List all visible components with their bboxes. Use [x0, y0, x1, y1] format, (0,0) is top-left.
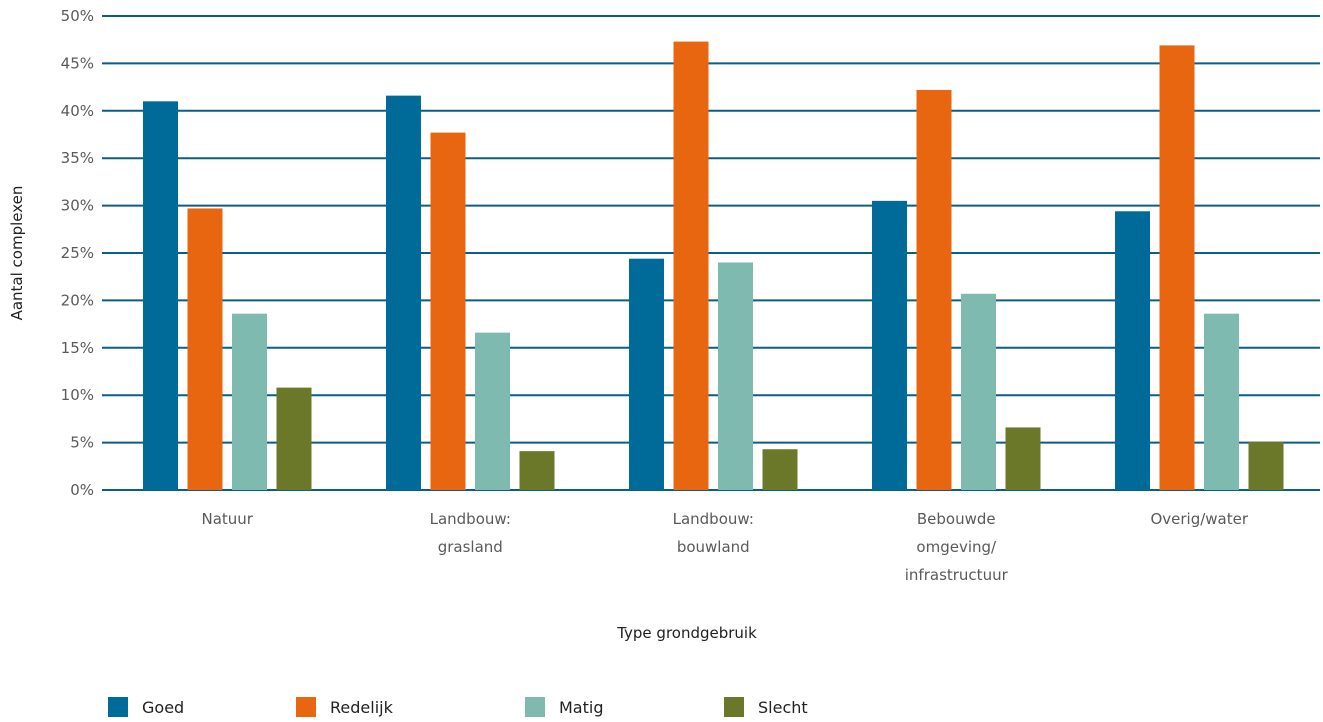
bar-slecht-2 [762, 449, 798, 490]
x-category-label: bouwland [677, 538, 750, 556]
bar-matig-4 [1204, 313, 1239, 490]
bar-slecht-0 [276, 387, 312, 490]
legend-swatch-redelijk [296, 697, 316, 717]
legend-label-slecht: Slecht [758, 698, 808, 717]
legend-label-goed: Goed [142, 698, 184, 717]
bar-goed-4 [1115, 211, 1150, 490]
y-tick-label: 10% [61, 386, 94, 404]
x-category-label: Landbouw: [430, 510, 511, 528]
legend-label-matig: Matig [559, 698, 603, 717]
bar-matig-2 [718, 262, 753, 490]
y-axis-ticks: 0% 5% 10% 15% 20% 25% 30% 35% 40% 45% 50% [61, 7, 94, 499]
legend-swatch-matig [525, 697, 545, 717]
y-tick-label: 15% [61, 339, 94, 357]
bars [143, 41, 1284, 491]
y-tick-label: 0% [70, 481, 94, 499]
bar-slecht-4 [1248, 441, 1284, 490]
bar-redelijk-0 [187, 208, 223, 490]
x-category-label: Natuur [202, 510, 254, 528]
bar-goed-1 [386, 95, 421, 491]
x-category-label: infrastructuur [905, 566, 1009, 584]
bar-redelijk-2 [673, 41, 709, 490]
bar-matig-3 [961, 293, 996, 490]
bar-matig-0 [232, 313, 267, 490]
x-category-label: Bebouwde [917, 510, 996, 528]
bar-redelijk-1 [430, 132, 466, 490]
bar-redelijk-4 [1159, 45, 1195, 490]
bar-goed-3 [872, 200, 907, 491]
bar-goed-0 [143, 101, 178, 490]
y-tick-label: 25% [61, 244, 94, 262]
x-axis-title: Type grondgebruik [616, 624, 757, 642]
bar-slecht-1 [519, 451, 555, 490]
y-tick-label: 40% [61, 102, 94, 120]
y-tick-label: 20% [61, 291, 94, 309]
y-tick-label: 50% [61, 7, 94, 25]
legend: Goed Redelijk Matig Slecht [108, 697, 808, 717]
y-axis-title: Aantal complexen [8, 186, 26, 321]
y-tick-label: 35% [61, 149, 94, 167]
y-tick-label: 30% [61, 197, 94, 215]
bar-goed-2 [629, 258, 664, 490]
x-category-label: grasland [438, 538, 503, 556]
y-tick-label: 5% [70, 434, 94, 452]
bar-redelijk-3 [916, 89, 952, 490]
y-tick-label: 45% [61, 54, 94, 72]
bar-slecht-3 [1005, 427, 1041, 490]
x-category-label: Overig/water [1150, 510, 1248, 528]
bar-matig-1 [475, 332, 510, 490]
x-category-label: Landbouw: [673, 510, 754, 528]
legend-label-redelijk: Redelijk [330, 698, 394, 717]
legend-swatch-goed [108, 697, 128, 717]
x-axis-categories: Natuur Landbouw: grasland Landbouw: bouwland… [202, 510, 1249, 584]
x-category-label: omgeving/ [916, 538, 997, 556]
legend-swatch-slecht [724, 697, 744, 717]
